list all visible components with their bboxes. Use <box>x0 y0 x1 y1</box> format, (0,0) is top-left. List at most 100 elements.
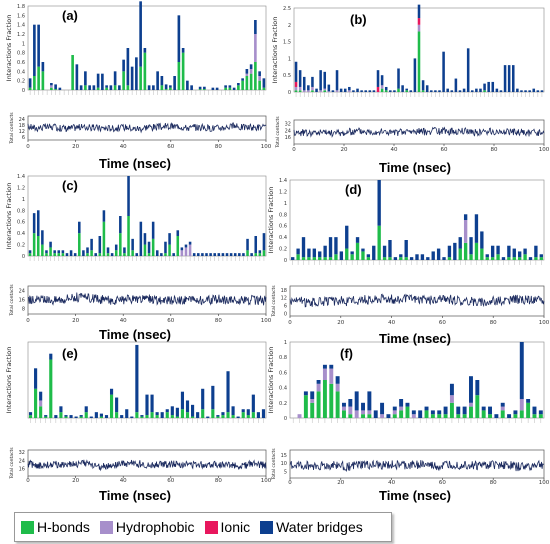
bar-water-bridges-d <box>409 257 414 260</box>
y-tick-label-d: 1.2 <box>279 189 287 195</box>
bar-water-bridges-c <box>53 250 56 254</box>
y-tick-label-f: 0.2 <box>279 401 287 407</box>
bar-water-bridges-e <box>216 415 220 417</box>
bar-water-bridges-a <box>105 85 108 88</box>
bar-h-bonds-a <box>37 66 40 90</box>
bar-water-bridges-b <box>471 90 474 92</box>
bar-water-bridges-a <box>147 85 151 90</box>
bar-water-bridges-f <box>405 402 410 407</box>
bar-hydrophobic-f <box>361 410 365 415</box>
bar-h-bonds-c <box>258 253 262 256</box>
bar-h-bonds-f <box>310 402 315 418</box>
y-tick-label-d: 0.8 <box>279 212 287 218</box>
bar-hydrophobic-f <box>316 383 321 392</box>
bar-water-bridges-c <box>176 230 180 236</box>
bar-h-bonds-f <box>526 402 531 418</box>
bar-water-bridges-c <box>229 253 233 256</box>
bar-water-bridges-a <box>254 20 257 34</box>
bar-plot-frame-f <box>289 341 545 419</box>
bar-water-bridges-e <box>251 394 255 413</box>
contacts-y-label-f: Total contacts <box>271 448 277 481</box>
bar-water-bridges-b <box>372 90 376 92</box>
bar-water-bridges-e <box>175 407 179 417</box>
y-tick-label-c: 0.8 <box>17 208 25 214</box>
y-axis-label-b: Interactions Fraction <box>271 17 279 84</box>
bar-h-bonds-f <box>430 414 435 418</box>
bar-water-bridges-b <box>446 88 449 92</box>
bar-h-bonds-c <box>254 253 258 256</box>
bar-hydrophobic-b <box>307 90 310 92</box>
bar-water-bridges-e <box>140 415 144 417</box>
bar-h-bonds-e <box>150 412 154 418</box>
bar-water-bridges-c <box>123 247 126 254</box>
bar-water-bridges-a <box>215 87 219 90</box>
bar-h-bonds-c <box>127 216 130 256</box>
bar-h-bonds-d <box>458 248 462 260</box>
bar-water-bridges-e <box>99 413 103 417</box>
bar-hydrophobic-f <box>342 406 346 411</box>
bar-water-bridges-c <box>65 253 69 256</box>
bar-h-bonds-b <box>397 88 400 92</box>
bar-water-bridges-a <box>101 73 104 90</box>
bar-water-bridges-d <box>528 257 533 260</box>
bar-h-bonds-b <box>421 90 425 92</box>
bar-hydrophobic-b <box>335 90 339 92</box>
bar-water-bridges-f <box>430 410 435 415</box>
x-tick-label-a: 40 <box>120 144 127 150</box>
bar-water-bridges-a <box>186 80 189 90</box>
bar-plot-frame-d <box>289 179 545 261</box>
bar-h-bonds-e <box>251 412 255 418</box>
bar-hydrophobic-f <box>380 414 385 418</box>
bar-water-bridges-b <box>507 65 511 92</box>
bar-hydrophobic-f <box>367 410 372 415</box>
y-tick-label-d: 0.6 <box>279 224 287 230</box>
bar-h-bonds-b <box>380 88 384 92</box>
y-tick-label-f: 0.8 <box>279 355 287 361</box>
bar-hydrophobic-b <box>311 86 314 91</box>
bar-h-bonds-a <box>228 87 232 90</box>
bar-h-bonds-f <box>481 410 486 418</box>
bar-hydrophobic-f <box>469 402 473 407</box>
bar-water-bridges-d <box>399 254 403 258</box>
bar-water-bridges-c <box>127 176 130 216</box>
bar-water-bridges-d <box>447 245 452 258</box>
bar-water-bridges-e <box>130 416 134 418</box>
bar-h-bonds-e <box>109 394 114 418</box>
y-tick-label-f: 1 <box>284 340 287 346</box>
bar-water-bridges-e <box>84 406 88 413</box>
contacts-series-line-f <box>289 459 545 473</box>
panel-label-b: (b) <box>350 12 367 27</box>
bar-h-bonds-d <box>447 257 452 260</box>
bar-h-bonds-e <box>231 415 235 418</box>
bar-water-bridges-d <box>377 180 381 226</box>
bar-water-bridges-d <box>436 248 441 260</box>
bar-water-bridges-c <box>110 253 114 256</box>
x-axis-title-c: Time (nsec) <box>98 327 171 342</box>
bar-h-bonds-e <box>115 412 119 418</box>
bar-water-bridges-f <box>449 383 454 396</box>
bar-water-bridges-c <box>246 238 249 251</box>
bar-water-bridges-f <box>354 391 359 411</box>
bar-water-bridges-c <box>131 238 134 251</box>
bar-water-bridges-d <box>431 251 435 260</box>
x-tick-label-f: 20 <box>337 480 344 486</box>
x-tick-label-d: 100 <box>539 320 550 326</box>
bar-h-bonds-a <box>245 76 249 90</box>
contacts-y-tick-a: 12 <box>19 129 25 135</box>
bar-water-bridges-d <box>480 231 484 249</box>
panel-label-d: (d) <box>345 182 362 197</box>
bar-h-bonds-a <box>254 62 257 90</box>
bar-water-bridges-c <box>172 253 175 256</box>
bar-water-bridges-a <box>232 87 236 90</box>
x-tick-label-d: 80 <box>490 320 497 326</box>
y-tick-label-a: 0 <box>22 88 25 94</box>
bar-water-bridges-f <box>456 406 461 415</box>
bar-h-bonds-a <box>203 89 206 90</box>
bar-h-bonds-a <box>258 80 261 90</box>
bar-water-bridges-d <box>382 245 387 258</box>
bar-h-bonds-a <box>126 85 130 90</box>
bar-water-bridges-b <box>315 88 318 92</box>
bar-h-bonds-c <box>57 253 61 256</box>
bar-water-bridges-e <box>44 415 48 417</box>
bar-h-bonds-d <box>334 254 338 260</box>
